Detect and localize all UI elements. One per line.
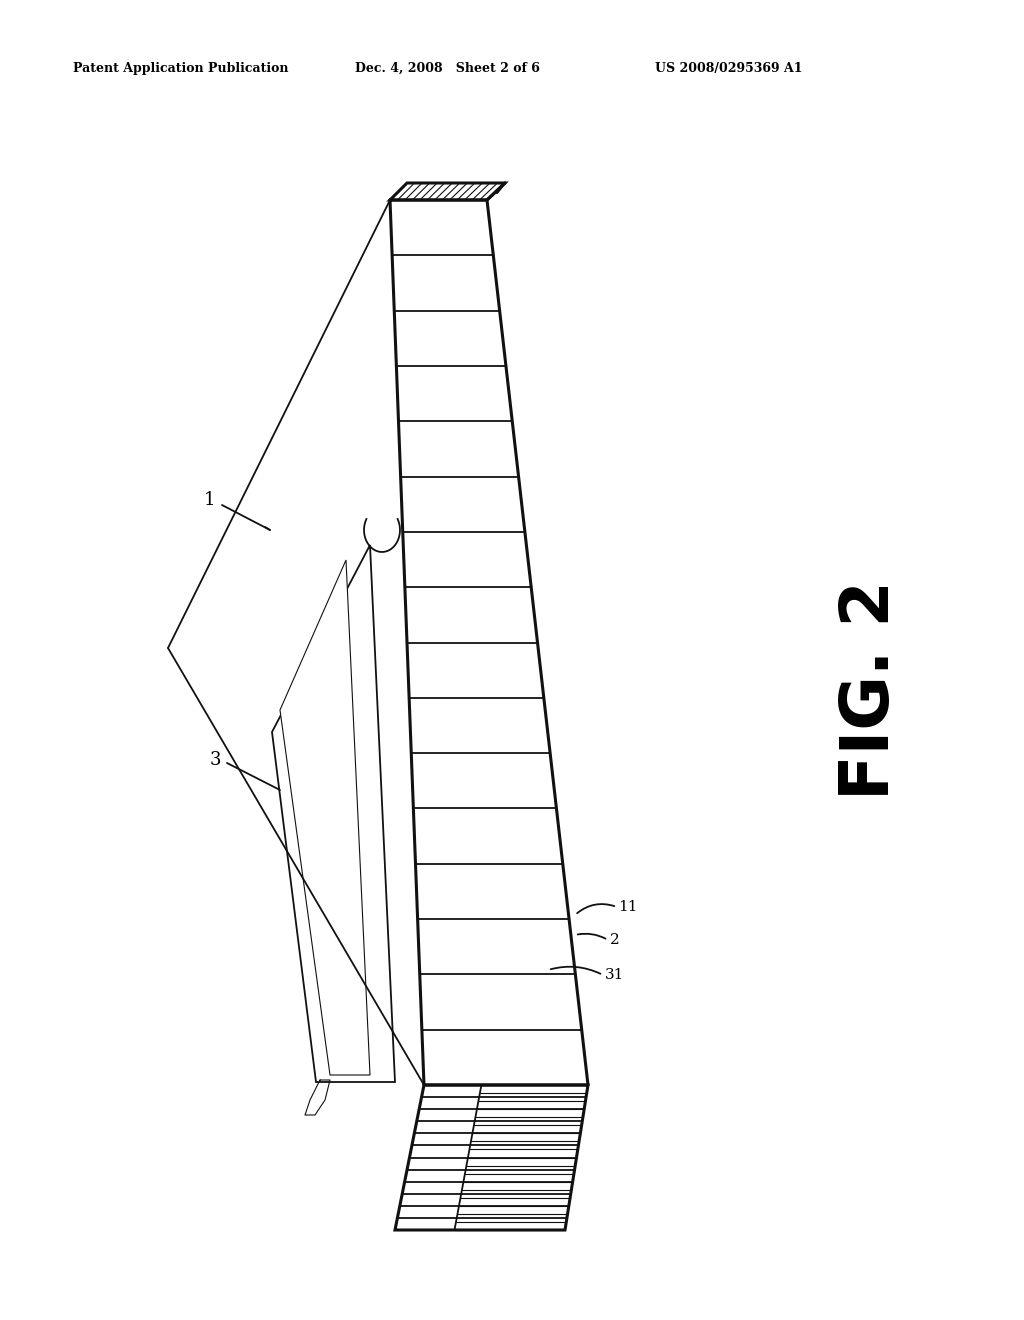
Polygon shape xyxy=(280,560,370,1074)
Text: 31: 31 xyxy=(605,968,625,982)
Polygon shape xyxy=(395,1085,588,1230)
Text: Dec. 4, 2008   Sheet 2 of 6: Dec. 4, 2008 Sheet 2 of 6 xyxy=(355,62,540,75)
Text: Patent Application Publication: Patent Application Publication xyxy=(73,62,289,75)
Text: 1: 1 xyxy=(204,491,216,510)
Polygon shape xyxy=(390,183,505,201)
Text: 11: 11 xyxy=(618,900,638,913)
Polygon shape xyxy=(390,201,588,1085)
Text: US 2008/0295369 A1: US 2008/0295369 A1 xyxy=(655,62,803,75)
Text: 2: 2 xyxy=(610,933,620,946)
Polygon shape xyxy=(272,545,395,1082)
Text: 3: 3 xyxy=(209,751,221,770)
Polygon shape xyxy=(168,201,424,1085)
Text: FIG. 2: FIG. 2 xyxy=(837,579,903,800)
